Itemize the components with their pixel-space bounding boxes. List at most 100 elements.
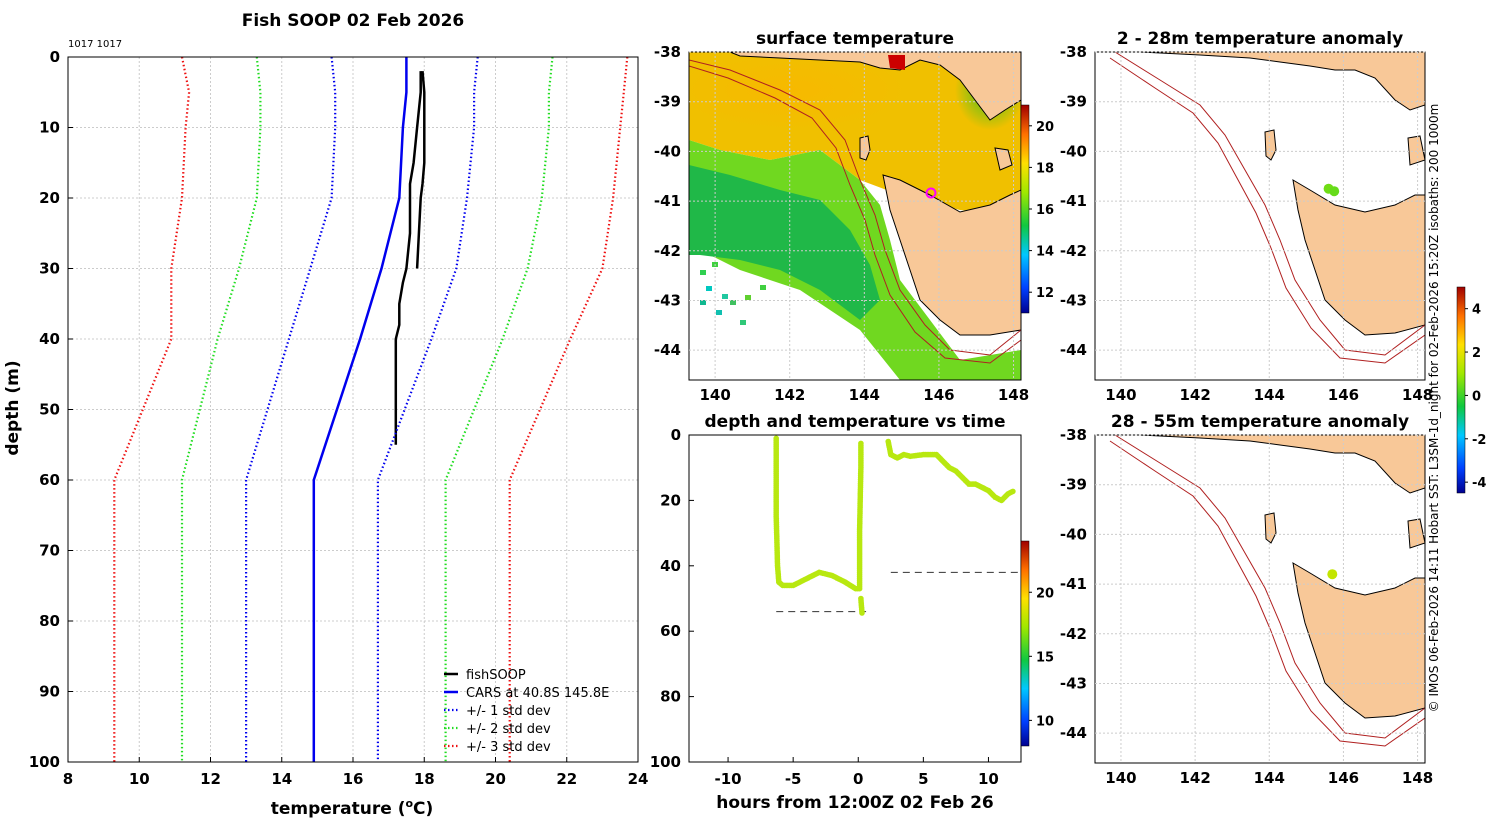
anomaly-point [1329, 186, 1340, 197]
reference-depth-lines [776, 571, 1021, 613]
anom1-xtick-label: 140 [1105, 386, 1136, 404]
anom2-points [1327, 569, 1338, 580]
profile-xtick-label: 16 [343, 770, 364, 788]
anomaly-point [1327, 569, 1338, 580]
depth-time-point [858, 440, 864, 447]
sst-colorbar-tick-label: 18 [1036, 161, 1054, 176]
depth-time-xtick-label: -5 [785, 770, 802, 788]
sst-ytick-label: -41 [654, 192, 681, 210]
anom1-ytick-label: -38 [1060, 43, 1087, 61]
sst-warm-patch [689, 52, 910, 130]
anom2-xtick-label: 144 [1254, 769, 1285, 787]
anom1-points [1323, 183, 1340, 197]
sst-pixel [730, 300, 736, 305]
legend-label: +/- 3 std dev [466, 740, 551, 755]
sst-ytick-label: -42 [654, 242, 681, 260]
anomaly-colorbar-tick-label: -4 [1472, 476, 1486, 491]
king-island [859, 135, 871, 161]
profile-xtick-label: 14 [271, 770, 292, 788]
anom2-ytick-label: -38 [1060, 426, 1087, 444]
anomaly-colorbar [1456, 286, 1466, 494]
sst-pixel [722, 294, 728, 299]
sst-pixel [700, 300, 706, 305]
profile-ylabel: depth (m) [3, 360, 23, 455]
depth-time-point [1010, 488, 1016, 495]
depth-time-ytick-label: 0 [671, 426, 681, 444]
profile-series-fishsoop-b [415, 70, 426, 269]
anom1-ytick-label: -42 [1060, 242, 1087, 260]
sst-colorbar [1020, 104, 1030, 314]
profile-ytick-label: 70 [39, 542, 60, 560]
profile-ytick-label: 80 [39, 612, 60, 630]
anom2-ytick-label: -44 [1060, 724, 1087, 742]
profile-ytick-label: 30 [39, 260, 60, 278]
sst-pixel [740, 320, 746, 325]
sst-title: surface temperature [756, 29, 954, 49]
depth-time-xlabel: hours from 12:00Z 02 Feb 26 [716, 793, 994, 813]
anom2-xtick-label: 140 [1105, 769, 1136, 787]
profile-ytick-label: 90 [39, 683, 60, 701]
depth-time-ytick-label: 20 [660, 491, 681, 509]
anom2-ytick-label: -43 [1060, 674, 1087, 692]
profile-xtick-label: 24 [628, 770, 649, 788]
depth-time-colorbar-tick-label: 10 [1036, 714, 1054, 729]
flinders-island [994, 147, 1013, 171]
profile-ytick-label: 10 [39, 119, 60, 137]
sst-colorbar-tick-label: 20 [1036, 120, 1054, 135]
tasmania [882, 174, 1021, 336]
mainland-victoria [729, 52, 1021, 121]
depth-time-colorbar-tick-label: 20 [1036, 586, 1054, 601]
profile-series-cars-at-40-8s-145-8e [312, 57, 408, 762]
depth-time-xtick-label: 0 [853, 770, 863, 788]
sst-ytick-label: -44 [654, 341, 681, 359]
profile-ticks: 8 10 12 14 16 18 20 22 24 0 10 20 30 40 50 60 70 80 90 100 [29, 48, 649, 788]
profile-series--2-std-dev [180, 56, 262, 762]
legend-label: +/- 2 std dev [466, 722, 551, 737]
hot-spot-coast [888, 55, 905, 70]
sst-field-cool [689, 165, 880, 320]
anom2-tasmania [1292, 562, 1425, 719]
sst-colorbar-tick-label: 16 [1036, 203, 1054, 218]
anom2-mainland [1139, 435, 1425, 494]
profile-series--2-std-dev-upper- [444, 56, 554, 762]
anom2-isobath-200 [1114, 435, 1425, 739]
profile-xtick-label: 10 [129, 770, 150, 788]
sst-land [729, 52, 1021, 336]
anom2-ytick-label: -42 [1060, 625, 1087, 643]
anom2-flinders-island [1407, 518, 1425, 549]
credit-text: © IMOS 06-Feb-2026 14:11 Hobart SST: L3S… [1427, 104, 1441, 713]
depth-time-ytick-label: 60 [660, 622, 681, 640]
profile-xtick-label: 22 [556, 770, 577, 788]
profile-series-fishsoop [394, 71, 422, 445]
depth-time-title: depth and temperature vs time [705, 412, 1006, 432]
profile-xlabel-degree: o [405, 797, 413, 810]
profile-subtitle: 1017 1017 [68, 39, 122, 50]
anomaly-colorbar-tick-label: 4 [1472, 303, 1481, 318]
temperature-profile-chart: Fish SOOP 02 Feb 2026 1017 1017 8 10 12 14 1… [3, 11, 648, 819]
depth-time-ytick-label: 80 [660, 688, 681, 706]
anom1-ytick-label: -39 [1060, 93, 1087, 111]
anom2-xtick-label: 142 [1179, 769, 1210, 787]
anom1-ytick-label: -43 [1060, 291, 1087, 309]
depth-time-xtick-label: 5 [918, 770, 928, 788]
sst-xtick-label: 140 [699, 386, 730, 404]
anom1-xtick-label: 144 [1254, 386, 1285, 404]
fish-soop-location-marker [925, 187, 937, 199]
sst-pixel [760, 285, 766, 290]
depth-time-ytick-label: 100 [650, 753, 681, 771]
sst-ytick-label: -40 [654, 142, 681, 160]
sst-ytick-label: -43 [654, 291, 681, 309]
profile-xlabel: temperature (oC) [271, 797, 434, 819]
profile-ytick-label: 100 [29, 753, 60, 771]
depth-time-chart: depth and temperature vs time -10 -5 0 5 100… [650, 412, 1054, 813]
anomaly-colorbar-group: -4 -2 0 2 4 [1456, 286, 1486, 494]
depth-time-colorbar [1020, 540, 1030, 747]
sst-ytick-label: -39 [654, 93, 681, 111]
profile-xtick-label: 12 [200, 770, 221, 788]
anom1-ytick-label: -44 [1060, 341, 1087, 359]
anom2-ytick-label: -41 [1060, 575, 1087, 593]
anom1-flinders-island [1407, 135, 1425, 166]
sst-ytick-label: -38 [654, 43, 681, 61]
profile-ytick-label: 50 [39, 401, 60, 419]
